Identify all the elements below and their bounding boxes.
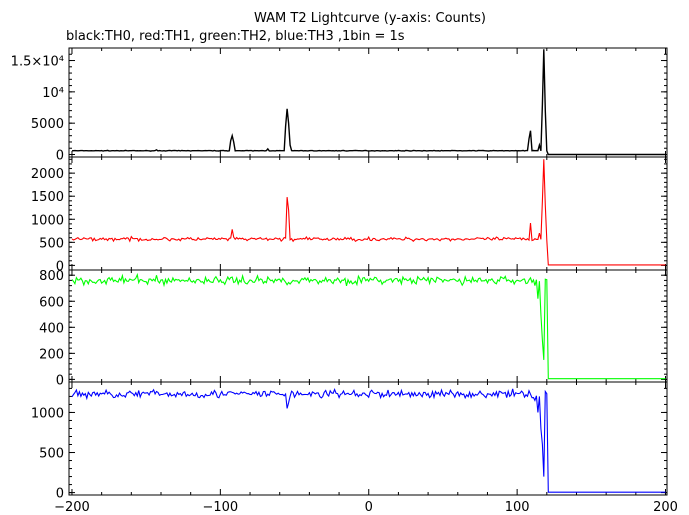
panel-frame-TH3	[68, 381, 668, 496]
series-line-TH1	[71, 159, 666, 266]
y-tick-label: 500	[39, 236, 64, 251]
series-line-TH0	[71, 49, 666, 156]
x-tick-label: 0	[365, 500, 373, 515]
x-tick-label: −200	[54, 500, 90, 515]
panel-frame-TH1	[68, 156, 668, 271]
panel-frame-TH0	[68, 47, 668, 158]
y-tick-label: 1500	[31, 190, 64, 205]
y-tick-label: 1.5×10⁴	[11, 55, 64, 70]
y-tick-label: 5000	[31, 117, 64, 132]
panel-frame-TH2	[68, 269, 668, 383]
chart-title: WAM T2 Lightcurve (y-axis: Counts)	[254, 11, 486, 26]
y-tick-label: 500	[39, 447, 64, 462]
x-tick-label: −100	[202, 500, 238, 515]
y-tick-label: 600	[39, 295, 64, 310]
y-tick-label: 0	[56, 148, 64, 163]
y-tick-label: 800	[39, 269, 64, 284]
x-tick-label: 100	[505, 500, 530, 515]
y-tick-label: 0	[56, 259, 64, 274]
y-tick-label: 1000	[31, 213, 64, 228]
y-tick-label: 10⁴	[42, 86, 64, 101]
y-tick-label: 400	[39, 321, 64, 336]
y-tick-label: 1000	[31, 406, 64, 421]
series-line-TH3	[71, 388, 666, 493]
chart-subtitle: black:TH0, red:TH1, green:TH2, blue:TH3 …	[66, 29, 405, 44]
y-tick-label: 200	[39, 347, 64, 362]
y-tick-label: 0	[56, 373, 64, 388]
series-line-TH2	[71, 272, 666, 380]
x-tick-label: 200	[653, 500, 678, 515]
y-tick-label: 0	[56, 487, 64, 502]
y-tick-label: 2000	[31, 167, 64, 182]
